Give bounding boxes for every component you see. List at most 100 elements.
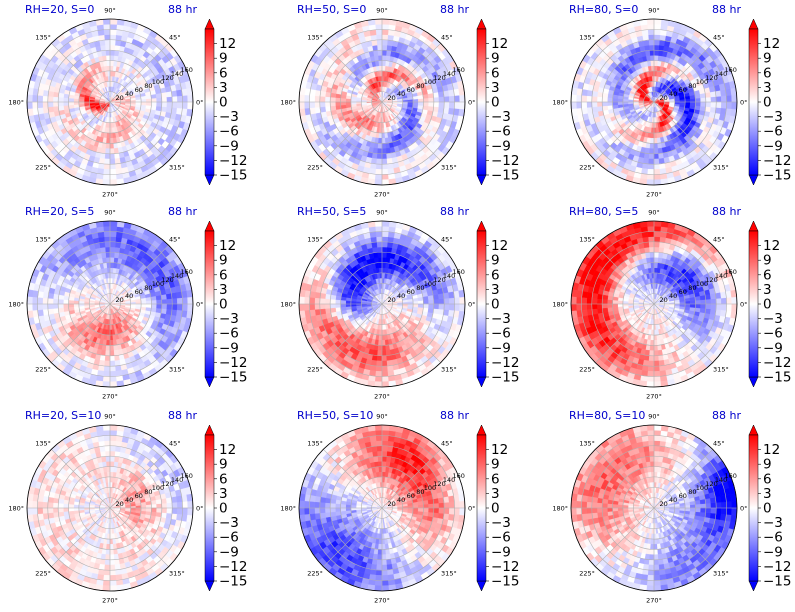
colorbar-tick-label: 0 — [219, 297, 228, 313]
heatmap-cell — [187, 303, 194, 312]
heatmap-cell — [151, 101, 157, 107]
angle-tick-label: 90° — [104, 209, 116, 217]
heatmap-cell — [113, 257, 119, 264]
heatmap-cell — [145, 104, 152, 110]
heatmap-cell — [653, 153, 660, 160]
heatmap-cell — [651, 127, 655, 134]
heatmap-cell — [596, 101, 603, 108]
heatmap-cell — [52, 96, 59, 103]
heatmap-cell — [156, 97, 163, 103]
heatmap-cell — [601, 101, 608, 107]
heatmap-cell — [570, 94, 577, 103]
radial-tick-label: 40 — [397, 90, 405, 98]
heatmap-cell — [103, 231, 111, 238]
heatmap-cell — [653, 143, 659, 149]
heatmap-cell — [114, 246, 121, 254]
colorbar-tick-label: 12 — [219, 36, 236, 52]
heatmap-cell — [182, 303, 189, 311]
heatmap-cell — [155, 105, 162, 112]
heatmap-cell — [381, 148, 387, 155]
heatmap-cell — [166, 298, 173, 305]
heatmap-cell — [374, 179, 383, 186]
heatmap-cell — [109, 18, 118, 25]
angle-tick-label: 180° — [280, 99, 296, 107]
heatmap-cell — [700, 101, 707, 107]
heatmap-cell — [156, 303, 163, 309]
heatmap-cell — [176, 95, 183, 103]
heatmap-cell — [104, 241, 111, 248]
heatmap-cell — [99, 354, 106, 362]
heatmap-cell — [63, 295, 70, 301]
heatmap-cell — [109, 236, 117, 243]
heatmap-cell — [107, 329, 111, 336]
heatmap-cell — [104, 246, 111, 253]
angle-tick-label: 315° — [713, 164, 729, 172]
colorbar-tick-label: 9 — [491, 51, 500, 67]
heatmap-cell — [26, 101, 33, 110]
angle-tick-label: 135° — [579, 33, 595, 41]
polar-panel: 0°45°90°135°180°225°270°315°20 40 60 80 1001… — [8, 205, 247, 401]
heatmap-cell — [106, 137, 111, 144]
heatmap-cell — [31, 95, 38, 103]
heatmap-cell — [602, 92, 609, 99]
colorbar-tick-label: 0 — [491, 95, 500, 111]
colorbar-tick-label: −9 — [219, 138, 239, 154]
heatmap-cell — [150, 105, 157, 111]
heatmap-cell — [377, 55, 383, 61]
heatmap-cell — [381, 49, 387, 56]
heatmap-cell — [176, 297, 183, 305]
heatmap-cell — [104, 39, 111, 46]
heatmap-cell — [298, 94, 305, 103]
heatmap-cell — [37, 101, 44, 109]
colorbar-tick-label: 6 — [219, 65, 228, 81]
polar-panel: 0°45°90°135°180°225°270°315°20 40 60 80 1001… — [552, 3, 791, 199]
heatmap-cell — [105, 148, 111, 155]
heatmap-cell — [109, 370, 117, 377]
heatmap-cell — [375, 29, 383, 36]
heatmap-cell — [104, 360, 111, 367]
heatmap-cell — [102, 220, 111, 227]
angle-tick-label: 135° — [35, 33, 51, 41]
heatmap-cell — [726, 101, 733, 109]
heatmap-cell — [161, 303, 168, 310]
heatmap-cell — [335, 97, 341, 103]
heatmap-cell — [381, 34, 389, 41]
heatmap-cell — [165, 106, 173, 114]
heatmap-cell — [105, 49, 111, 56]
heatmap-cell — [103, 365, 111, 372]
heatmap-cell — [109, 246, 116, 253]
heatmap-cell — [166, 101, 173, 108]
colorbar-tick-label: −12 — [219, 153, 248, 169]
heatmap-cell — [700, 97, 707, 103]
colorbar-extend-top — [748, 18, 759, 30]
colorbar-tick-label: −3 — [763, 109, 783, 125]
heatmap-cell — [105, 257, 111, 263]
colorbar-tick-label: 12 — [219, 238, 236, 254]
heatmap-cell — [109, 143, 115, 149]
heatmap-cell — [113, 50, 120, 57]
heatmap-cell — [26, 296, 33, 305]
heatmap-cell — [381, 153, 388, 160]
heatmap-cell — [109, 355, 116, 362]
heatmap-cell — [379, 127, 383, 134]
colorbar-tick-label: 3 — [219, 282, 228, 298]
heatmap-cell — [581, 95, 588, 103]
heatmap-cell — [355, 99, 362, 103]
polar-panel: 0°45°90°135°180°225°270°315°20 40 60 80 1001… — [280, 3, 519, 199]
heatmap-cell — [109, 60, 114, 67]
heatmap-cell — [103, 34, 111, 41]
angle-tick-label: 45° — [441, 33, 453, 41]
heatmap-cell — [591, 96, 598, 103]
heatmap-cell — [381, 70, 385, 77]
heatmap-cell — [176, 303, 183, 311]
heatmap-cell — [109, 168, 117, 175]
heatmap-cell — [646, 179, 655, 186]
heatmap-cell — [459, 94, 466, 103]
heatmap-cell — [109, 251, 115, 258]
angle-tick-label: 225° — [35, 164, 51, 172]
radial-tick-label: 160 — [180, 268, 192, 276]
heatmap-cell — [596, 96, 603, 103]
angle-tick-label: 0° — [196, 301, 203, 309]
colorbar-tick-label: 12 — [763, 36, 780, 52]
heatmap-cell — [350, 99, 357, 103]
